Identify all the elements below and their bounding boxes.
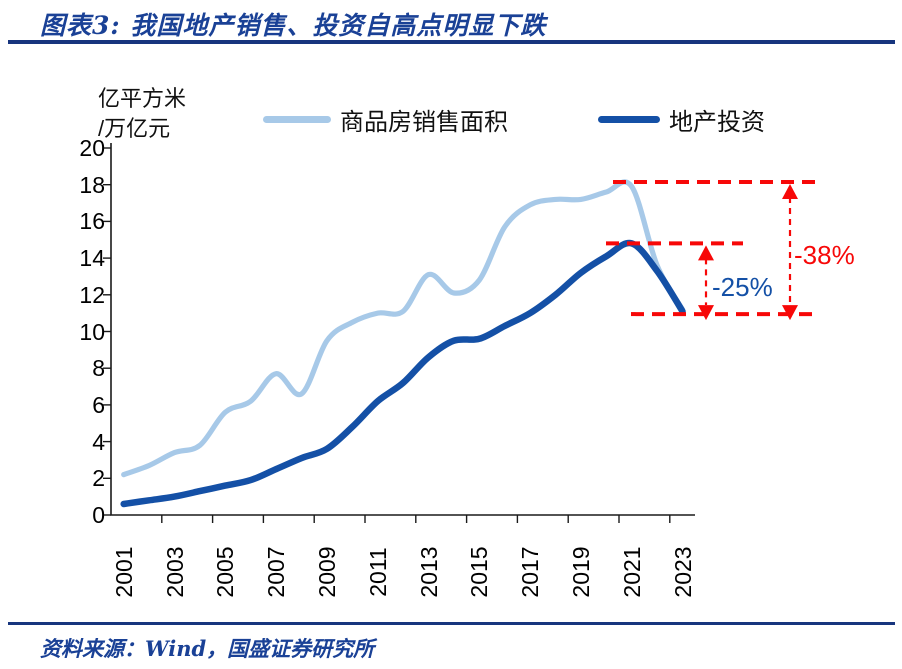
x-tick-label: 2013 xyxy=(415,546,442,598)
x-tick-label: 2005 xyxy=(212,546,239,598)
legend-label-sales: 商品房销售面积 xyxy=(340,108,508,136)
invest-decline-label: -25% xyxy=(712,272,773,302)
unit-line-1: 亿平方米 xyxy=(98,86,187,111)
y-tick-label: 4 xyxy=(92,428,105,455)
x-tick-label: 2015 xyxy=(466,546,493,598)
x-tick-label: 2001 xyxy=(110,546,137,598)
axes xyxy=(110,143,695,516)
y-tick-label: 8 xyxy=(92,355,105,382)
source-note: 资料来源：Wind，国盛证券研究所 xyxy=(40,636,375,661)
x-tick-label: 2023 xyxy=(669,546,696,598)
legend-label-invest: 地产投资 xyxy=(669,108,765,136)
sales-line xyxy=(121,179,686,478)
sales-decline-arrowhead-up xyxy=(782,183,798,199)
y-tick-label: 2 xyxy=(92,465,105,492)
top-divider xyxy=(8,40,895,44)
invest-decline-arrowhead-up xyxy=(698,245,714,261)
y-tick-label: 16 xyxy=(79,208,105,235)
x-tick-label: 2007 xyxy=(263,546,290,598)
sales-decline-label: -38% xyxy=(794,240,855,270)
invest-line xyxy=(120,239,686,508)
sales-decline-arrowhead-down xyxy=(782,305,798,321)
bottom-divider xyxy=(8,622,895,625)
y-tick-label: 14 xyxy=(79,245,105,272)
legend-item-sales: 商品房销售面积 xyxy=(263,104,508,136)
y-tick-label: 18 xyxy=(79,171,105,198)
y-tick-label: 6 xyxy=(92,391,105,418)
figure-title: 图表3: 我国地产销售、投资自高点明显下跌 xyxy=(40,11,547,40)
x-tick-label: 2021 xyxy=(618,546,645,598)
y-axis-unit-label: 亿平方米 /万亿元 xyxy=(98,84,186,144)
y-tick-label: 12 xyxy=(79,281,105,308)
y-tick-label: 20 xyxy=(79,135,105,161)
x-tick-label: 2017 xyxy=(517,546,544,598)
x-tick-label: 2019 xyxy=(567,546,594,598)
y-tick-label: 0 xyxy=(92,502,105,528)
x-tick-label: 2009 xyxy=(313,546,340,598)
legend-item-invest: 地产投资 xyxy=(598,104,765,136)
unit-line-2: /万亿元 xyxy=(98,116,171,141)
sales-line-swatch xyxy=(263,115,331,123)
x-tick-label: 2003 xyxy=(161,546,188,598)
y-tick-label: 10 xyxy=(79,318,105,345)
invest-decline-arrowhead-down xyxy=(698,305,714,321)
invest-line-swatch xyxy=(598,115,660,123)
x-tick-label: 2011 xyxy=(364,547,391,597)
